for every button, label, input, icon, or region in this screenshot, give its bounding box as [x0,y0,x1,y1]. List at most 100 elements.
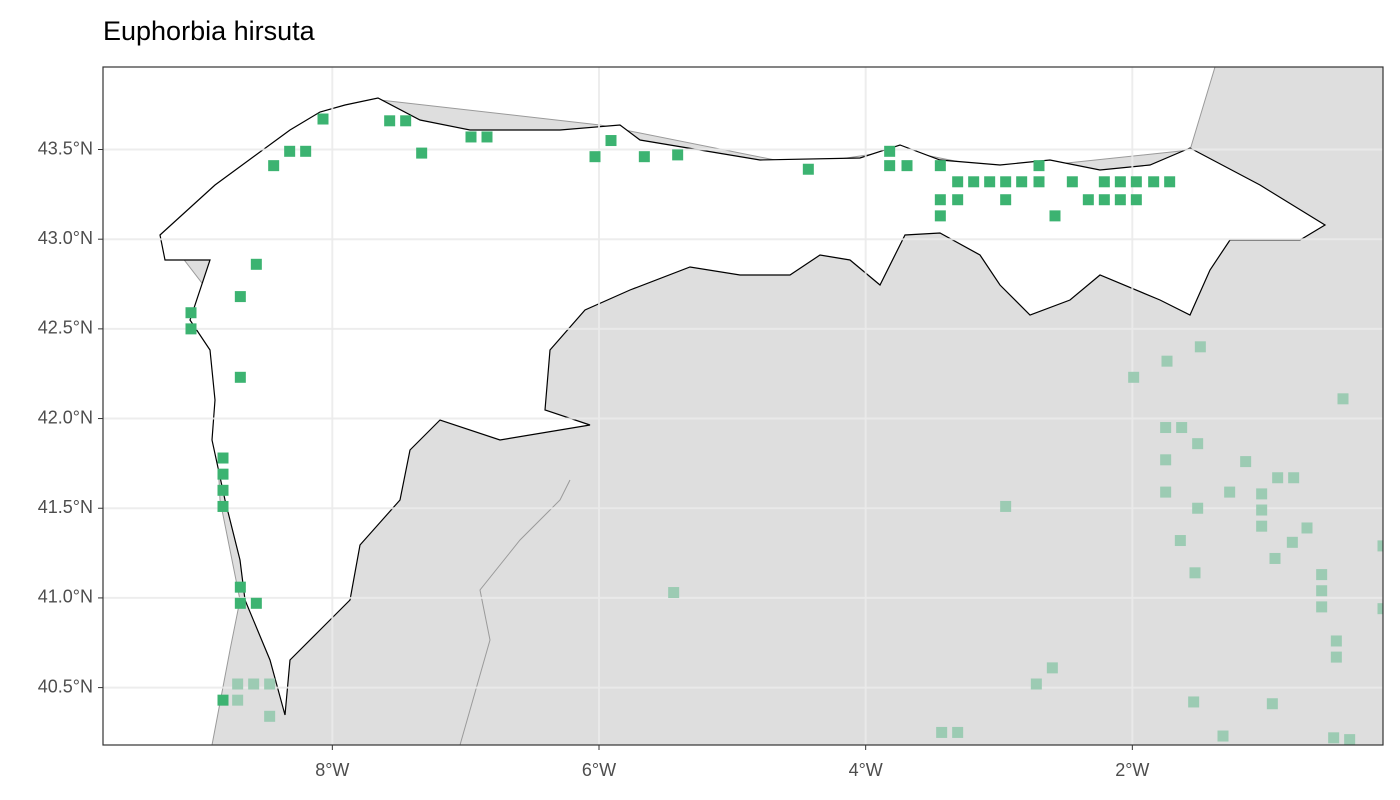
occurrence-point [1098,176,1110,188]
occurrence-point [1033,160,1045,172]
occurrence-point [936,726,948,738]
occurrence-point [1301,522,1313,534]
occurrence-point [264,678,276,690]
occurrence-point [400,115,412,127]
occurrence-point [268,160,280,172]
occurrence-point [589,151,601,163]
occurrence-point [1266,698,1278,710]
occurrence-point [1016,176,1028,188]
occurrence-point [1330,651,1342,663]
occurrence-point [234,291,246,303]
occurrence-point [232,694,244,706]
occurrence-point [1272,472,1284,484]
occurrence-point [300,145,312,157]
y-tick-label: 41.0°N [38,587,93,607]
occurrence-point [1328,732,1340,744]
occurrence-point [384,115,396,127]
y-tick-label: 41.5°N [38,497,93,517]
occurrence-point [1130,176,1142,188]
occurrence-point [1316,601,1328,613]
chart-title: Euphorbia hirsuta [103,16,316,46]
occurrence-point [250,258,262,270]
occurrence-point [1286,536,1298,548]
occurrence-point [605,135,617,147]
occurrence-point [1256,520,1268,532]
occurrence-point [901,160,913,172]
occurrence-point [952,726,964,738]
occurrence-point [1000,176,1012,188]
occurrence-point [1240,456,1252,468]
occurrence-point [952,176,964,188]
occurrence-point [1377,540,1383,552]
occurrence-point [1030,678,1042,690]
occurrence-point [672,149,684,161]
occurrence-point [1098,194,1110,206]
x-tick-label: 6°W [582,760,616,780]
occurrence-point [416,147,428,159]
panel-border [102,66,1384,746]
basemap [159,67,1383,745]
occurrence-point [1192,438,1204,450]
occurrence-point [1164,176,1176,188]
y-tick-label: 43.0°N [38,228,93,248]
occurrence-point [284,145,296,157]
occurrence-point [465,131,477,143]
occurrence-point [317,113,329,125]
study-region [159,97,1327,716]
y-tick-label: 43.5°N [38,138,93,158]
occurrence-point [1194,341,1206,353]
occurrence-point [1224,486,1236,498]
occurrence-point [481,131,493,143]
occurrence-point [234,371,246,383]
occurrence-point [984,176,996,188]
occurrence-point [1000,194,1012,206]
occurrence-point [1082,194,1094,206]
occurrence-point [1148,176,1160,188]
occurrence-point [934,160,946,172]
occurrence-point [1288,472,1300,484]
occurrence-point [1049,210,1061,222]
occurrence-point [217,452,229,464]
occurrence-point [884,160,896,172]
occurrence-point [1046,662,1058,674]
x-tick-label: 2°W [1115,760,1149,780]
occurrence-point [1033,176,1045,188]
occurrence-point [234,581,246,593]
occurrence-point [1114,194,1126,206]
occurrence-point [1160,486,1172,498]
occurrence-point [250,597,262,609]
occurrence-point [1188,696,1200,708]
occurrence-point [234,597,246,609]
occurrence-point [248,678,260,690]
occurrence-point [185,323,197,335]
occurrence-point [1066,176,1078,188]
occurrence-point [1192,502,1204,514]
occurrence-point [968,176,980,188]
occurrence-point [1160,422,1172,434]
border [459,479,571,745]
occurrence-point [638,151,650,163]
occurrence-point [217,500,229,512]
occurrence-point [884,145,896,157]
y-tick-label: 42.5°N [38,318,93,338]
occurrence-point [952,194,964,206]
occurrence-point [1161,355,1173,367]
occurrence-point [1000,500,1012,512]
y-tick-label: 42.0°N [38,407,93,427]
occurrence-point [1130,194,1142,206]
occurrence-point [217,694,229,706]
occurrence-point [1269,552,1281,564]
occurrence-point [1160,454,1172,466]
occurrence-point [1256,488,1268,500]
x-tick-label: 4°W [849,760,883,780]
points [185,113,1383,745]
occurrence-point [802,163,814,175]
occurrence-point [217,468,229,480]
occurrence-point [1217,730,1229,742]
occurrence-point [1256,504,1268,516]
occurrence-point [1316,585,1328,597]
occurrence-point [1316,569,1328,581]
occurrence-point [185,307,197,319]
occurrence-point [1344,734,1356,745]
occurrence-point [934,194,946,206]
